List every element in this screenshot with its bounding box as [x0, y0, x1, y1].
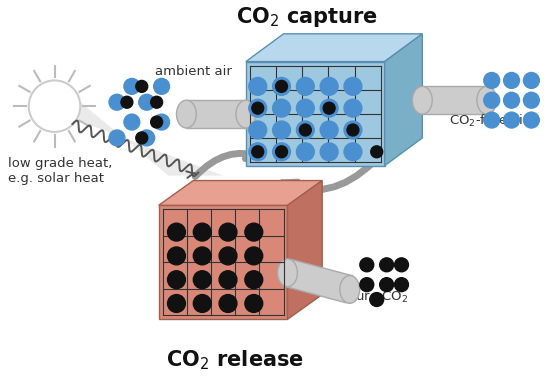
- Circle shape: [245, 271, 263, 289]
- Circle shape: [379, 278, 394, 291]
- Circle shape: [524, 73, 540, 88]
- Ellipse shape: [278, 259, 298, 287]
- Circle shape: [136, 80, 148, 92]
- Circle shape: [360, 258, 374, 272]
- Circle shape: [320, 99, 338, 117]
- Circle shape: [360, 278, 374, 291]
- Circle shape: [219, 247, 237, 265]
- Circle shape: [168, 294, 185, 312]
- Circle shape: [252, 102, 263, 114]
- Circle shape: [121, 96, 133, 108]
- Circle shape: [344, 99, 362, 117]
- Polygon shape: [246, 62, 384, 166]
- Polygon shape: [186, 100, 246, 128]
- Text: CO$_2$-free air: CO$_2$-free air: [449, 113, 530, 129]
- Circle shape: [219, 271, 237, 289]
- Circle shape: [249, 121, 267, 139]
- Circle shape: [124, 79, 140, 94]
- Circle shape: [394, 278, 409, 291]
- Polygon shape: [158, 180, 322, 205]
- Circle shape: [484, 73, 499, 88]
- Circle shape: [193, 223, 211, 241]
- Circle shape: [320, 121, 338, 139]
- Ellipse shape: [236, 100, 256, 128]
- Circle shape: [249, 99, 267, 117]
- Circle shape: [484, 112, 499, 128]
- Polygon shape: [79, 101, 223, 176]
- Circle shape: [29, 80, 80, 132]
- Circle shape: [252, 146, 263, 158]
- Circle shape: [344, 77, 362, 95]
- Circle shape: [168, 271, 185, 289]
- Circle shape: [193, 247, 211, 265]
- Circle shape: [299, 124, 311, 136]
- Circle shape: [344, 143, 362, 161]
- Circle shape: [504, 112, 520, 128]
- Ellipse shape: [177, 100, 196, 128]
- Text: pure CO$_2$: pure CO$_2$: [347, 288, 408, 305]
- Circle shape: [139, 94, 155, 110]
- Circle shape: [193, 294, 211, 312]
- Text: low grade heat,
e.g. solar heat: low grade heat, e.g. solar heat: [8, 157, 112, 185]
- Circle shape: [276, 80, 288, 92]
- Circle shape: [296, 121, 314, 139]
- Circle shape: [273, 143, 290, 161]
- Circle shape: [370, 293, 384, 306]
- Text: CO$_2$ release: CO$_2$ release: [166, 348, 304, 372]
- Circle shape: [344, 121, 362, 139]
- Circle shape: [153, 114, 169, 130]
- Circle shape: [273, 77, 290, 95]
- Circle shape: [151, 96, 163, 108]
- Text: CO$_2$ capture: CO$_2$ capture: [236, 5, 378, 29]
- Circle shape: [249, 77, 267, 95]
- Circle shape: [323, 102, 335, 114]
- Circle shape: [320, 143, 338, 161]
- Circle shape: [136, 132, 148, 144]
- Circle shape: [296, 99, 314, 117]
- Circle shape: [168, 247, 185, 265]
- Circle shape: [347, 124, 359, 136]
- Polygon shape: [246, 34, 422, 62]
- Circle shape: [273, 121, 290, 139]
- Circle shape: [504, 92, 520, 108]
- Circle shape: [109, 130, 125, 146]
- Polygon shape: [284, 259, 353, 303]
- Circle shape: [153, 79, 169, 94]
- Circle shape: [168, 223, 185, 241]
- Circle shape: [371, 146, 383, 158]
- Circle shape: [379, 258, 394, 272]
- Circle shape: [151, 116, 163, 128]
- Circle shape: [276, 146, 288, 158]
- Circle shape: [524, 92, 540, 108]
- Circle shape: [109, 94, 125, 110]
- Text: ambient air: ambient air: [155, 65, 232, 78]
- Circle shape: [273, 99, 290, 117]
- Ellipse shape: [340, 276, 360, 303]
- Circle shape: [139, 130, 155, 146]
- Circle shape: [219, 223, 237, 241]
- Circle shape: [524, 112, 540, 128]
- Circle shape: [249, 143, 267, 161]
- Circle shape: [320, 77, 338, 95]
- Circle shape: [193, 271, 211, 289]
- Circle shape: [245, 294, 263, 312]
- Circle shape: [296, 77, 314, 95]
- Circle shape: [394, 258, 409, 272]
- Polygon shape: [422, 86, 487, 114]
- Circle shape: [219, 294, 237, 312]
- Polygon shape: [158, 205, 288, 319]
- Polygon shape: [288, 180, 322, 319]
- Circle shape: [484, 92, 499, 108]
- Circle shape: [504, 73, 520, 88]
- Polygon shape: [384, 34, 422, 166]
- Ellipse shape: [477, 86, 497, 114]
- Circle shape: [296, 143, 314, 161]
- Circle shape: [245, 223, 263, 241]
- Circle shape: [245, 247, 263, 265]
- Circle shape: [124, 114, 140, 130]
- Ellipse shape: [412, 86, 432, 114]
